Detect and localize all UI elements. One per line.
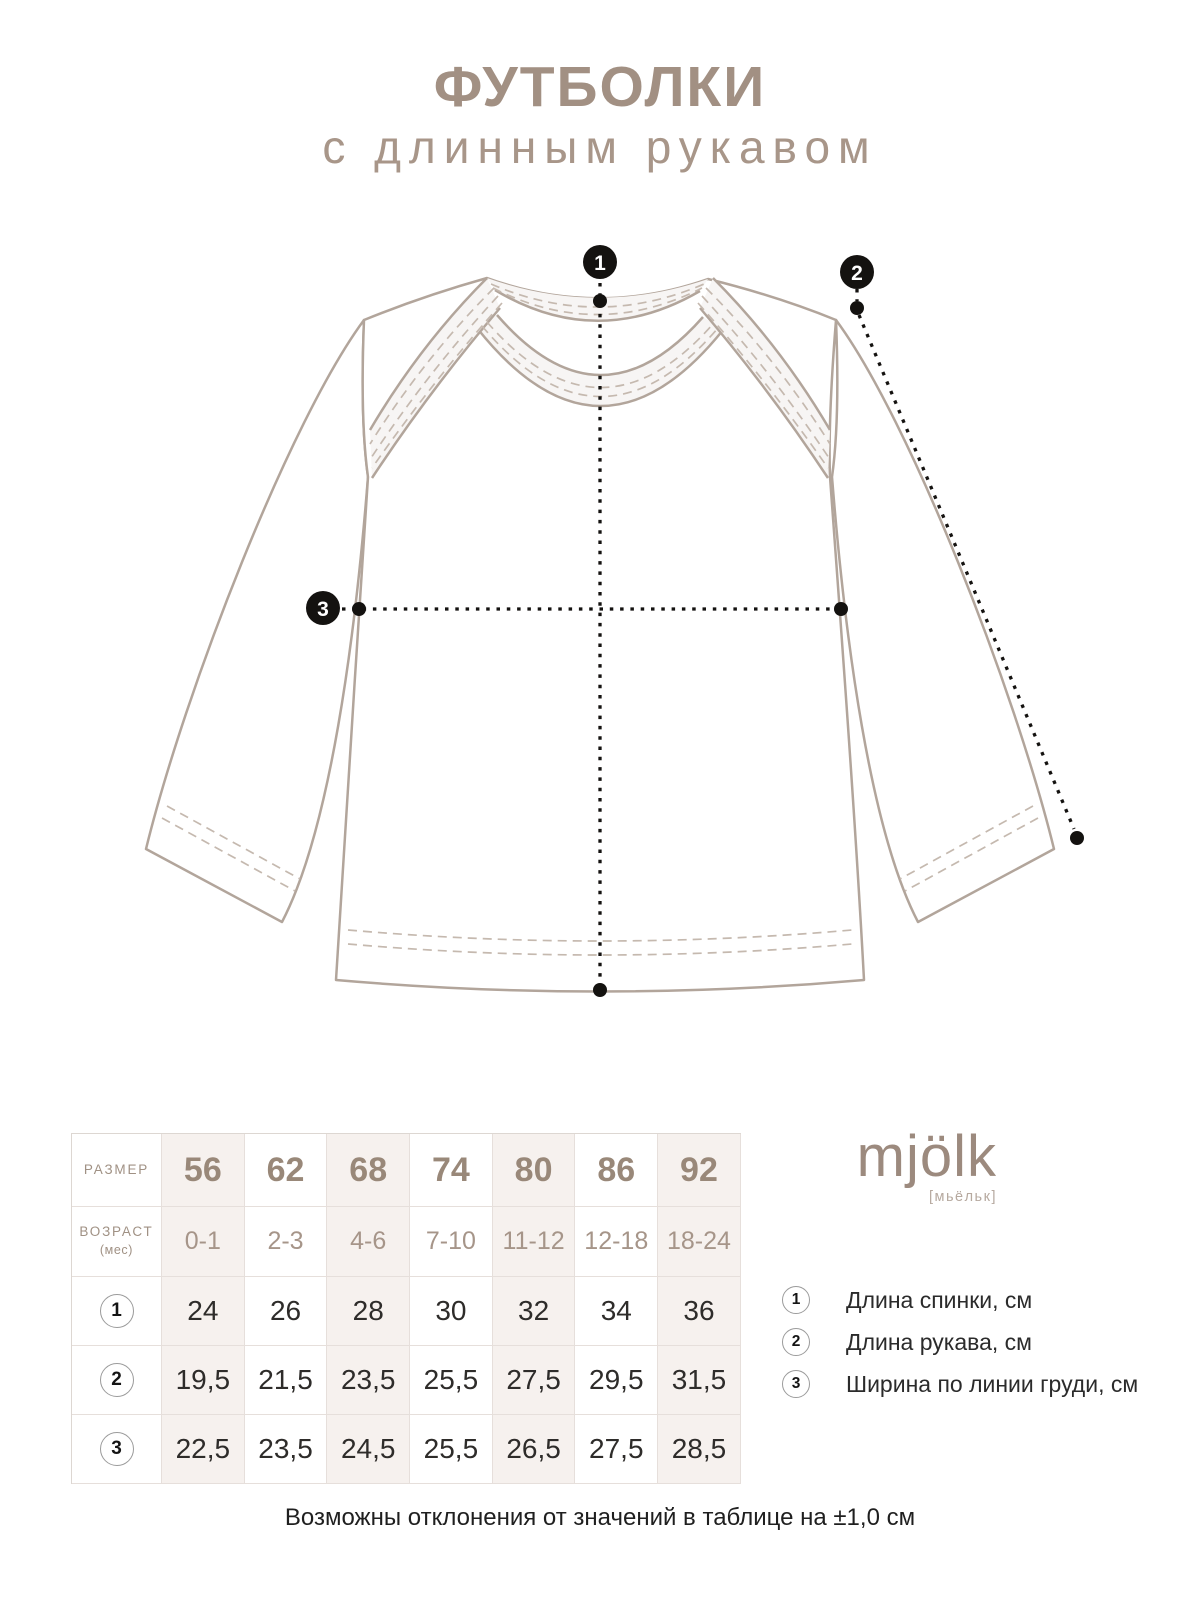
measure-2-label-cell: 2 — [72, 1346, 162, 1415]
legend-3-circled-num: 3 — [782, 1370, 810, 1398]
measure-value: 19,5 — [175, 1364, 231, 1395]
measure-badges: 1 2 3 — [306, 245, 874, 625]
age-value: 11-12 — [502, 1227, 565, 1255]
legend-3-label: Ширина по линии груди, см — [846, 1370, 1139, 1397]
brand-logo-name: mjölk — [856, 1124, 997, 1189]
measure-value: 25,5 — [423, 1364, 479, 1395]
legend-2-circled-num: 2 — [782, 1328, 810, 1356]
marker-1-badge — [583, 245, 617, 279]
brand-logo-transcription: [мьёльк] — [928, 1188, 997, 1205]
marker-1-num: 1 — [594, 252, 606, 275]
measure-value: 26 — [269, 1295, 302, 1326]
measure-value: 31,5 — [671, 1364, 727, 1395]
size-value: 74 — [431, 1150, 470, 1189]
measure-value: 23,5 — [258, 1433, 313, 1464]
measure-value: 36 — [683, 1295, 715, 1326]
measure-value: 27,5 — [589, 1433, 644, 1464]
page-title: ФУТБОЛКИ с длинным рукавом — [0, 55, 1200, 173]
tolerance-note: Возможны отклонения от значений в таблиц… — [284, 1504, 916, 1531]
age-value: 7-10 — [425, 1227, 476, 1255]
age-value: 4-6 — [350, 1227, 387, 1255]
measure-value: 28,5 — [671, 1433, 727, 1464]
size-value: 86 — [597, 1150, 636, 1189]
size-value: 92 — [680, 1150, 718, 1189]
measure-value: 30 — [435, 1295, 467, 1326]
measure-line-2 — [855, 289, 1076, 830]
measure-value: 25,5 — [423, 1433, 479, 1464]
brand-logo: mjölk [мьёльк] — [856, 1124, 997, 1205]
measure-value: 28 — [352, 1295, 384, 1326]
size-value: 68 — [349, 1150, 388, 1189]
measure-value: 26,5 — [506, 1433, 561, 1464]
measure-value: 29,5 — [589, 1364, 644, 1395]
marker-2-badge — [840, 255, 874, 289]
measure-lines — [342, 283, 1076, 984]
measure-value: 27,5 — [506, 1364, 561, 1395]
measure-value: 21,5 — [258, 1364, 313, 1395]
left-sleeve — [144, 318, 370, 924]
measure-value: 34 — [600, 1295, 632, 1326]
size-value: 80 — [514, 1150, 553, 1189]
size-row-label-cell: РАЗМЕР — [72, 1134, 162, 1207]
measure-3-circled-num: 3 — [99, 1432, 134, 1466]
legend-1-label: Длина спинки, см — [846, 1286, 1033, 1313]
legend-item-sleeve-length: 2 Длина рукава, см — [782, 1328, 1138, 1356]
measure-2-circled-num: 2 — [99, 1363, 134, 1397]
legend-1-circled-num: 1 — [782, 1286, 810, 1314]
size-value: 62 — [266, 1150, 305, 1189]
age-row-sublabel: (мес) — [99, 1243, 134, 1258]
size-row-label: РАЗМЕР — [83, 1161, 150, 1177]
measure-3-label-cell: 3 — [72, 1415, 162, 1484]
age-value: 0-1 — [184, 1227, 221, 1255]
marker-2-num: 2 — [851, 262, 863, 285]
shoulder-flaps — [368, 277, 832, 479]
right-sleeve — [830, 318, 1056, 924]
page-title-main: ФУТБОЛКИ — [433, 55, 767, 119]
age-value: 12-18 — [584, 1227, 649, 1255]
measure-value: 23,5 — [340, 1364, 396, 1395]
measure-1-circled-num: 1 — [99, 1294, 134, 1328]
marker-3-num: 3 — [317, 598, 329, 621]
age-value: 18-24 — [666, 1227, 731, 1255]
measure-value: 32 — [518, 1295, 550, 1326]
measure-dots — [352, 294, 1084, 997]
page-title-sub: с длинным рукавом — [322, 120, 878, 173]
size-value: 56 — [183, 1150, 222, 1189]
age-value: 2-3 — [267, 1227, 304, 1255]
measure-value: 22,5 — [175, 1433, 231, 1464]
legend-item-chest-width: 3 Ширина по линии груди, см — [782, 1370, 1138, 1398]
measure-value: 24 — [187, 1295, 219, 1326]
legend-2-label: Длина рукава, см — [846, 1328, 1032, 1355]
size-table: РАЗМЕР 56 62 68 74 80 86 92 ВОЗРАСТ (мес… — [71, 1133, 741, 1484]
age-row-label: ВОЗРАСТ (мес) — [79, 1223, 153, 1259]
legend-item-back-length: 1 Длина спинки, см — [782, 1286, 1138, 1314]
measure-value: 24,5 — [340, 1433, 396, 1464]
marker-3-badge — [306, 591, 340, 625]
age-row-label-cell: ВОЗРАСТ (мес) — [72, 1207, 162, 1277]
measurements-legend: 1 Длина спинки, см 2 Длина рукава, см 3 … — [782, 1286, 1138, 1412]
measure-1-label-cell: 1 — [72, 1277, 162, 1346]
